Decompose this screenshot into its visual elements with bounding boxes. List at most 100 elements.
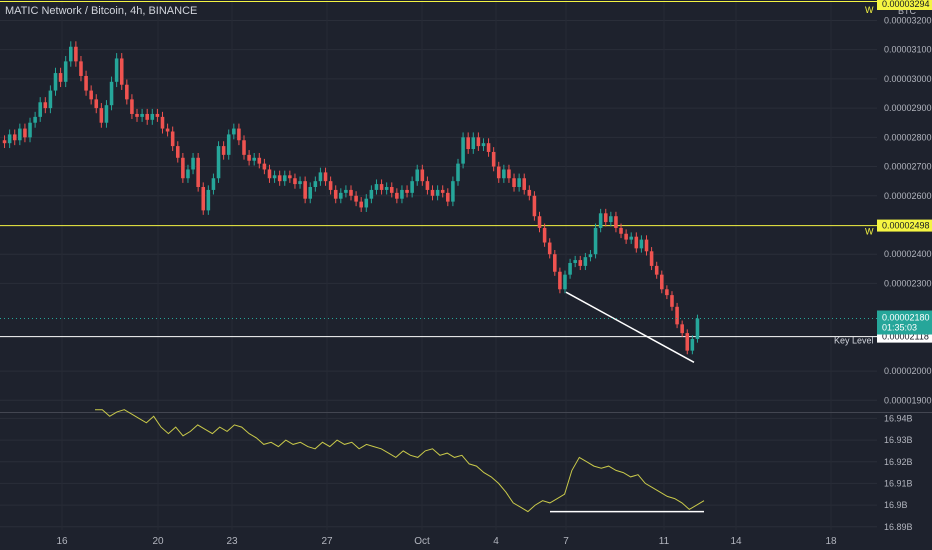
- candle-body: [145, 113, 149, 120]
- candle-body: [308, 187, 313, 199]
- level-price-text: 0.00002118: [882, 332, 929, 342]
- candle-body: [359, 201, 363, 208]
- candle-body: [130, 99, 134, 114]
- candle-body: [395, 192, 399, 199]
- candle-body: [456, 163, 460, 182]
- current-price-text: 0.00002180: [882, 312, 930, 322]
- level-price-text: 0.00003294: [882, 0, 930, 9]
- candle-body: [690, 338, 695, 351]
- candle-body: [491, 151, 496, 167]
- candle-body: [175, 146, 180, 158]
- candle-body: [267, 169, 272, 179]
- candle-body: [206, 189, 211, 211]
- candle-body: [339, 192, 343, 199]
- candle-body: [170, 131, 175, 147]
- candle-body: [226, 134, 231, 155]
- candle-body: [23, 128, 27, 138]
- candle-body: [2, 140, 7, 144]
- candle-body: [354, 195, 358, 202]
- countdown-text: 01:35:03: [882, 322, 917, 332]
- candle-body: [33, 116, 37, 123]
- candle-body: [476, 137, 481, 147]
- candle-body: [374, 184, 379, 190]
- candle-body: [125, 84, 129, 100]
- time-axis[interactable]: 16 20 23 27 Oct 4 7 11 14 18: [56, 536, 837, 547]
- candle-body: [104, 105, 109, 123]
- candle-body: [216, 146, 221, 179]
- candle-body: [288, 175, 292, 179]
- candle-body: [186, 169, 190, 179]
- candle-body: [196, 157, 200, 188]
- price-tick-label: 0.00002600: [884, 191, 932, 201]
- candle-body: [201, 187, 206, 211]
- candle-body: [695, 318, 700, 339]
- candle-body: [496, 166, 501, 179]
- candle-body: [84, 75, 88, 91]
- price-tick-label: 0.00001900: [884, 395, 932, 405]
- candle-body: [507, 169, 511, 179]
- candle-body: [440, 189, 445, 193]
- candles: [2, 41, 700, 355]
- candle-body: [553, 254, 557, 272]
- candle-body: [293, 178, 297, 185]
- candle-body: [558, 271, 562, 290]
- time-tick-label: 18: [825, 536, 837, 547]
- candle-body: [486, 143, 491, 152]
- candle-body: [624, 233, 628, 240]
- level-price-tag: [877, 219, 932, 232]
- volume-tick-label: 16.94B: [884, 413, 913, 423]
- candle-body: [614, 216, 618, 228]
- candle-body: [242, 140, 246, 155]
- time-tick-label: 4: [493, 536, 499, 547]
- candle-body: [425, 181, 430, 190]
- candle-body: [262, 163, 267, 170]
- candle-body: [191, 157, 195, 170]
- price-tick-label: 0.00003000: [884, 74, 932, 84]
- candle-body: [252, 157, 256, 161]
- grid: [0, 19, 877, 528]
- candle-body: [568, 262, 572, 275]
- candle-body: [53, 73, 58, 91]
- candle-body: [99, 108, 104, 123]
- candle-body: [109, 81, 114, 106]
- candle-body: [58, 73, 63, 82]
- candle-body: [405, 189, 409, 193]
- candle-body: [502, 169, 506, 179]
- candle-body: [349, 189, 353, 196]
- candle-body: [644, 239, 649, 252]
- candle-body: [481, 143, 486, 147]
- candle-body: [160, 116, 165, 129]
- candle-body: [237, 128, 241, 141]
- candle-body: [461, 137, 465, 164]
- price-tick-label: 0.00003200: [884, 15, 932, 25]
- volume-axis[interactable]: 16.94B 16.93B 16.92B 16.91B 16.9B 16.89B: [884, 413, 913, 531]
- candle-body: [588, 254, 593, 258]
- candle-body: [665, 289, 669, 296]
- candle-body: [578, 260, 583, 266]
- candle-body: [532, 195, 537, 217]
- candle-body: [94, 99, 99, 109]
- level-label: Key Level: [834, 336, 874, 346]
- candle-body: [466, 137, 470, 150]
- volume-tick-label: 16.89B: [884, 522, 913, 532]
- candle-body: [471, 137, 476, 150]
- candle-body: [420, 169, 425, 182]
- currency-label: BTC: [898, 6, 917, 16]
- price-axis[interactable]: 0.00003200 0.00003100 0.00003000 0.00002900…: [884, 6, 932, 405]
- candle-body: [527, 189, 532, 196]
- candle-body: [12, 134, 17, 141]
- candle-body: [603, 213, 608, 223]
- price-axis-bg: [877, 0, 932, 550]
- candle-body: [257, 157, 262, 164]
- volume-tick-label: 16.93B: [884, 435, 913, 445]
- candle-body: [7, 134, 12, 144]
- chart-title: MATIC Network / Bitcoin, 4h, BINANCE: [5, 5, 198, 17]
- candle-body: [232, 128, 236, 135]
- volume-tick-label: 16.9B: [884, 500, 908, 510]
- candle-body: [563, 274, 567, 290]
- candle-body: [140, 113, 144, 117]
- candle-body: [685, 333, 690, 351]
- candle-body: [415, 169, 420, 182]
- candle-body: [675, 306, 679, 325]
- time-tick-label: 14: [730, 536, 742, 547]
